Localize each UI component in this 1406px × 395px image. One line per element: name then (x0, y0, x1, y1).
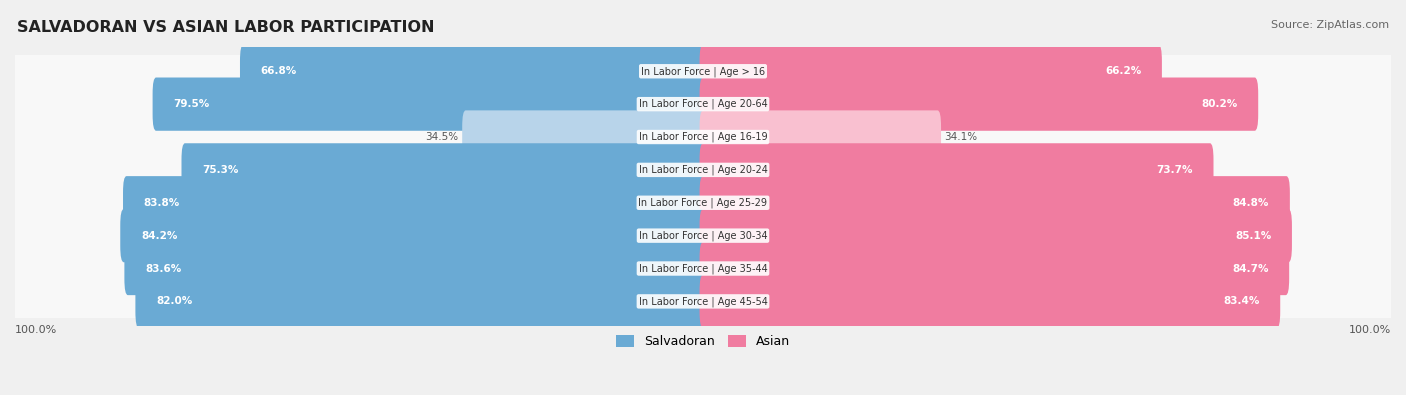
Text: 34.1%: 34.1% (945, 132, 977, 142)
Text: 84.7%: 84.7% (1232, 263, 1268, 273)
Text: 100.0%: 100.0% (15, 325, 58, 335)
Text: 83.4%: 83.4% (1223, 296, 1260, 307)
Text: 100.0%: 100.0% (1348, 325, 1391, 335)
FancyBboxPatch shape (700, 77, 1258, 131)
Text: In Labor Force | Age 16-19: In Labor Force | Age 16-19 (638, 132, 768, 142)
Text: 34.5%: 34.5% (426, 132, 458, 142)
Text: 84.2%: 84.2% (141, 231, 177, 241)
Text: 66.2%: 66.2% (1105, 66, 1142, 76)
Text: In Labor Force | Age 25-29: In Labor Force | Age 25-29 (638, 198, 768, 208)
Text: 75.3%: 75.3% (202, 165, 239, 175)
FancyBboxPatch shape (135, 275, 706, 328)
FancyBboxPatch shape (463, 110, 706, 164)
Bar (15, 285, 1391, 318)
Text: In Labor Force | Age 20-64: In Labor Force | Age 20-64 (638, 99, 768, 109)
FancyBboxPatch shape (181, 143, 706, 197)
FancyBboxPatch shape (153, 77, 706, 131)
Text: Source: ZipAtlas.com: Source: ZipAtlas.com (1271, 20, 1389, 30)
Text: In Labor Force | Age 20-24: In Labor Force | Age 20-24 (638, 165, 768, 175)
FancyBboxPatch shape (121, 209, 706, 262)
Text: In Labor Force | Age > 16: In Labor Force | Age > 16 (641, 66, 765, 77)
Text: 85.1%: 85.1% (1234, 231, 1271, 241)
Text: 66.8%: 66.8% (260, 66, 297, 76)
Bar (15, 252, 1391, 285)
Text: In Labor Force | Age 35-44: In Labor Force | Age 35-44 (638, 263, 768, 274)
Text: 84.8%: 84.8% (1233, 198, 1270, 208)
FancyBboxPatch shape (700, 275, 1281, 328)
Text: 79.5%: 79.5% (173, 99, 209, 109)
Text: 83.6%: 83.6% (145, 263, 181, 273)
Legend: Salvadoran, Asian: Salvadoran, Asian (610, 330, 796, 354)
Text: 80.2%: 80.2% (1201, 99, 1237, 109)
FancyBboxPatch shape (124, 242, 706, 295)
Text: 82.0%: 82.0% (156, 296, 193, 307)
FancyBboxPatch shape (700, 110, 941, 164)
Text: In Labor Force | Age 45-54: In Labor Force | Age 45-54 (638, 296, 768, 307)
Bar (15, 219, 1391, 252)
Text: In Labor Force | Age 30-34: In Labor Force | Age 30-34 (638, 230, 768, 241)
Text: 83.8%: 83.8% (143, 198, 180, 208)
FancyBboxPatch shape (122, 176, 706, 229)
FancyBboxPatch shape (700, 143, 1213, 197)
FancyBboxPatch shape (700, 242, 1289, 295)
Text: SALVADORAN VS ASIAN LABOR PARTICIPATION: SALVADORAN VS ASIAN LABOR PARTICIPATION (17, 20, 434, 35)
Text: 73.7%: 73.7% (1156, 165, 1192, 175)
Bar (15, 186, 1391, 219)
Bar (15, 120, 1391, 153)
FancyBboxPatch shape (700, 209, 1292, 262)
FancyBboxPatch shape (240, 45, 706, 98)
Bar (15, 88, 1391, 120)
FancyBboxPatch shape (700, 45, 1161, 98)
Bar (15, 153, 1391, 186)
Bar (15, 55, 1391, 88)
FancyBboxPatch shape (700, 176, 1289, 229)
